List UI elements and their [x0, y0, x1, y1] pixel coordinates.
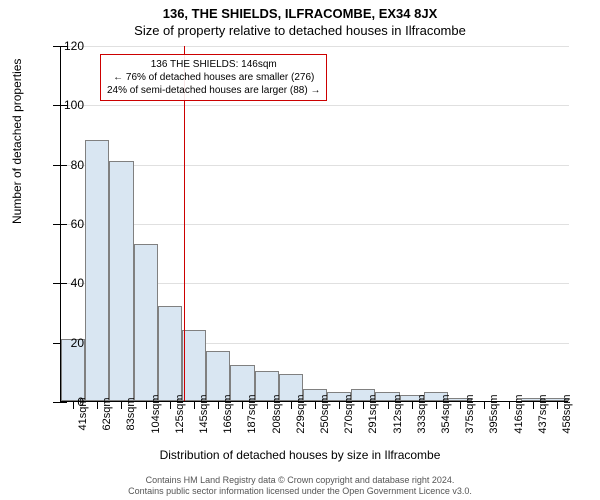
x-tick-label: 395sqm	[488, 394, 500, 433]
x-tick	[267, 401, 268, 409]
x-axis-label: Distribution of detached houses by size …	[0, 448, 600, 462]
x-tick	[291, 401, 292, 409]
x-tick	[533, 401, 534, 409]
histogram-bar	[85, 140, 109, 401]
y-tick-label: 20	[54, 336, 84, 350]
x-tick	[363, 401, 364, 409]
page-title: 136, THE SHIELDS, ILFRACOMBE, EX34 8JX	[0, 0, 600, 21]
y-tick-label: 40	[54, 276, 84, 290]
gridline	[61, 224, 569, 225]
attribution-line1: Contains HM Land Registry data © Crown c…	[0, 475, 600, 487]
x-tick	[194, 401, 195, 409]
attribution-line2: Contains public sector information licen…	[0, 486, 600, 498]
gridline	[61, 105, 569, 106]
x-tick	[242, 401, 243, 409]
histogram-bar	[206, 351, 230, 401]
x-tick	[97, 401, 98, 409]
x-tick	[436, 401, 437, 409]
y-tick-label: 100	[54, 98, 84, 112]
chart-area: 41sqm62sqm83sqm104sqm125sqm145sqm166sqm1…	[60, 46, 568, 402]
x-tick	[315, 401, 316, 409]
x-tick	[460, 401, 461, 409]
x-tick	[339, 401, 340, 409]
attribution-text: Contains HM Land Registry data © Crown c…	[0, 475, 600, 498]
x-tick	[146, 401, 147, 409]
y-tick-label: 60	[54, 217, 84, 231]
callout-box: 136 THE SHIELDS: 146sqm ← 76% of detache…	[100, 54, 327, 101]
histogram-bar	[109, 161, 133, 401]
y-tick-label: 120	[54, 39, 84, 53]
y-axis-label: Number of detached properties	[10, 59, 24, 224]
x-tick-label: 83sqm	[125, 397, 137, 430]
histogram-bar	[182, 330, 206, 401]
x-tick	[218, 401, 219, 409]
callout-line2: ← 76% of detached houses are smaller (27…	[107, 71, 320, 84]
histogram-bar	[134, 244, 158, 401]
x-tick	[412, 401, 413, 409]
x-tick	[388, 401, 389, 409]
x-tick-label: 458sqm	[561, 394, 573, 433]
x-tick	[170, 401, 171, 409]
x-tick	[557, 401, 558, 409]
x-tick-label: 375sqm	[464, 394, 476, 433]
callout-line3: 24% of semi-detached houses are larger (…	[107, 84, 320, 97]
gridline	[61, 46, 569, 47]
x-tick	[484, 401, 485, 409]
y-tick-label: 80	[54, 158, 84, 172]
callout-line1: 136 THE SHIELDS: 146sqm	[107, 58, 320, 71]
histogram-bar	[158, 306, 182, 401]
x-tick-label: 62sqm	[101, 397, 113, 430]
gridline	[61, 165, 569, 166]
y-tick-label: 0	[54, 395, 84, 409]
page-subtitle: Size of property relative to detached ho…	[0, 23, 600, 38]
x-tick	[121, 401, 122, 409]
x-tick	[509, 401, 510, 409]
